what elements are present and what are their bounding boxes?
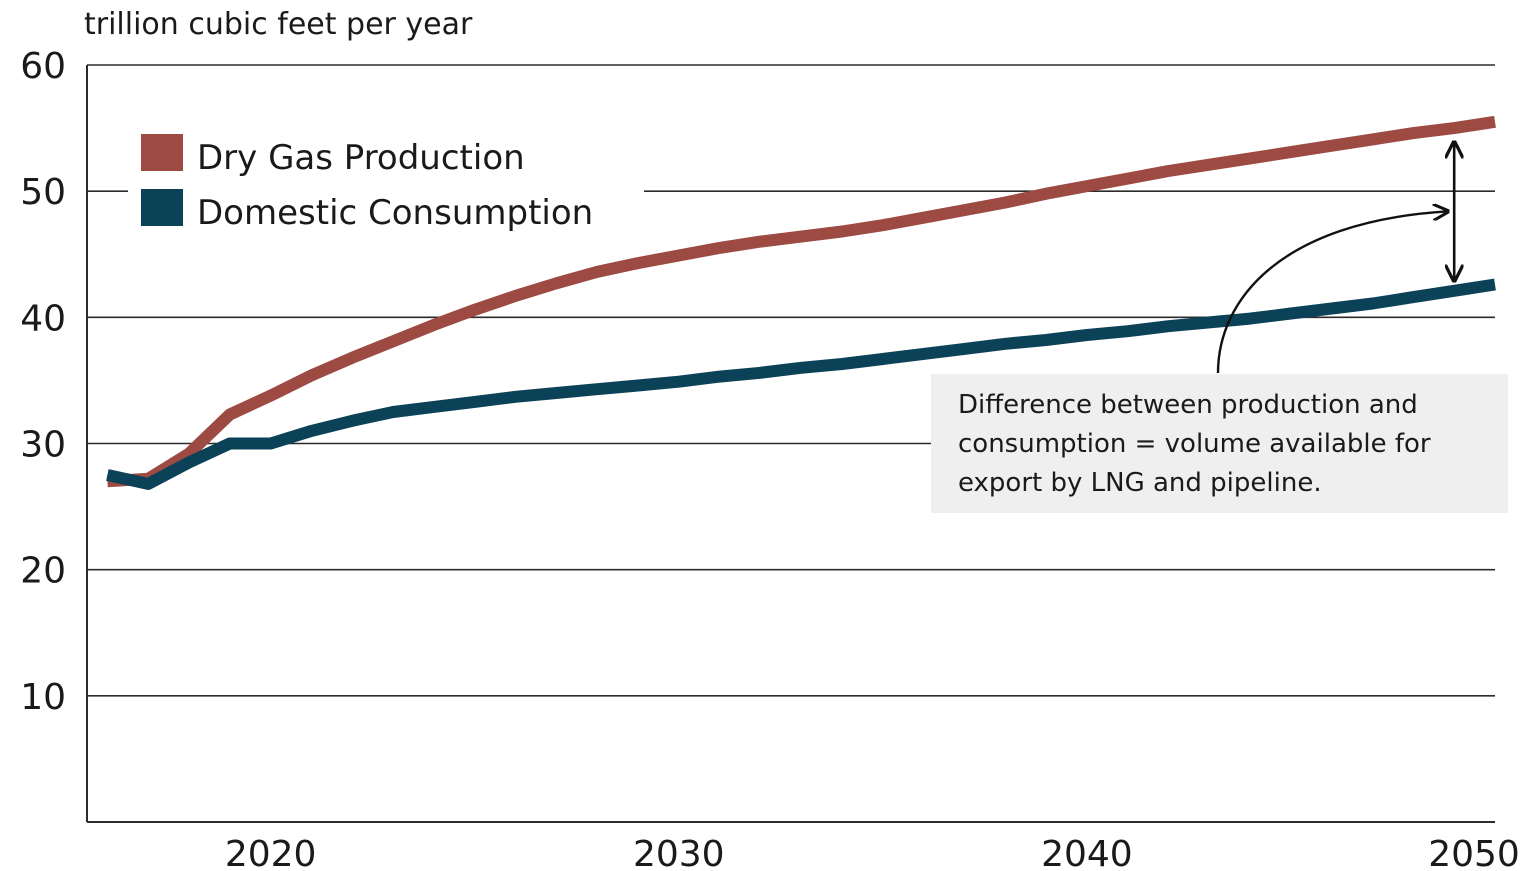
y-axis-unit-label: trillion cubic feet per year (84, 7, 473, 42)
domestic-consumption-line (106, 278, 1496, 490)
legend-swatch-dry-gas-production (141, 134, 183, 171)
y-tick-label-50: 50 (20, 172, 66, 213)
annotation-pointer-arrow (1216, 211, 1446, 374)
annotation-text-line: Difference between production and (958, 390, 1418, 420)
x-tick-label-2020: 2020 (225, 834, 317, 871)
difference-annotation: Difference between production and consump… (931, 144, 1508, 513)
annotation-text-line: consumption = volume available for (958, 429, 1431, 459)
x-tick-label-2030: 2030 (633, 834, 725, 871)
legend-swatch-domestic-consumption (141, 189, 183, 226)
annotation-text-line: export by LNG and pipeline. (958, 468, 1322, 498)
x-tick-label-2050: 2050 (1428, 834, 1520, 871)
y-tick-label-20: 20 (20, 551, 66, 592)
y-tick-label-40: 40 (20, 298, 66, 339)
dry-gas-production-line (107, 115, 1496, 488)
legend-label-dry-gas-production: Dry Gas Production (197, 138, 525, 178)
series-lines (106, 115, 1496, 490)
legend-background (128, 130, 644, 240)
legend: Dry Gas Production Domestic Consumption (128, 130, 644, 240)
y-tick-labels: 10 20 30 40 50 60 (20, 46, 66, 718)
y-tick-label-30: 30 (20, 425, 66, 466)
annotation-box (931, 374, 1508, 513)
axes (86, 65, 1495, 823)
y-tick-label-10: 10 (20, 677, 66, 718)
x-tick-labels: 2020 2030 2040 2050 (225, 834, 1520, 871)
legend-label-domestic-consumption: Domestic Consumption (197, 193, 593, 233)
x-tick-label-2040: 2040 (1041, 834, 1133, 871)
y-tick-label-60: 60 (20, 46, 66, 87)
